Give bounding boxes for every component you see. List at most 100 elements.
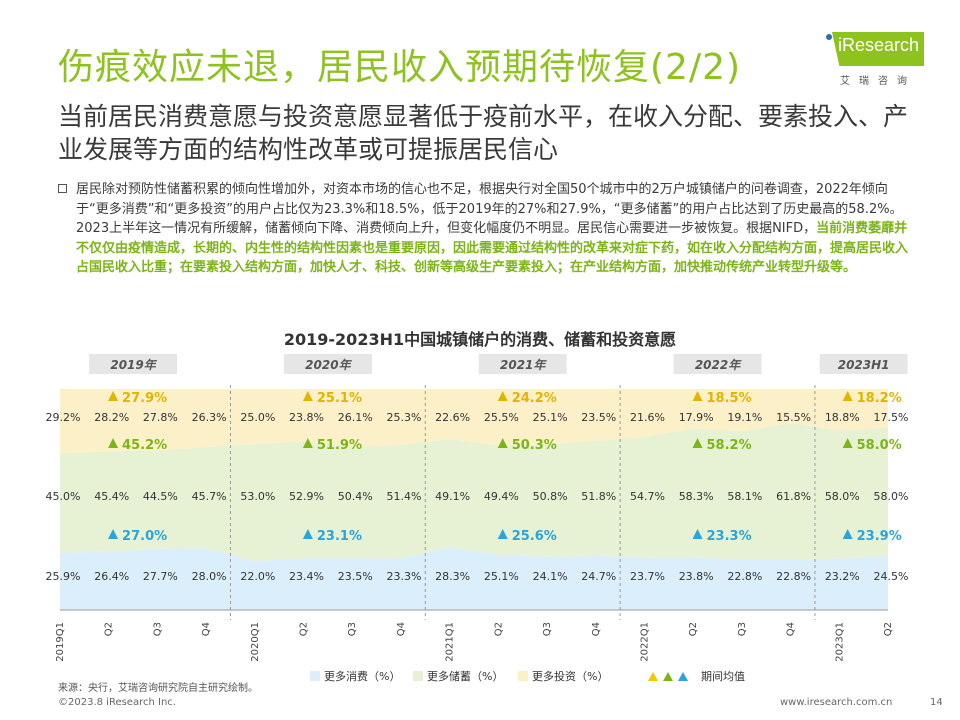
data-label-consume: 22.0% [240, 570, 275, 583]
x-tick-label: Q2 [104, 622, 115, 636]
year-header-label: 2023H1 [838, 358, 890, 372]
x-tick-label: 2020Q1 [250, 622, 261, 662]
x-tick-label: Q3 [737, 622, 748, 636]
data-label-save: 50.8% [533, 490, 568, 503]
mean-triangle-icon [108, 391, 119, 401]
logo-text: iResearch [838, 35, 920, 55]
year-header-box [478, 354, 567, 374]
data-label-save: 49.4% [484, 490, 519, 503]
logo-subtitle: 艾瑞咨询 [840, 76, 916, 87]
mean-label-save: 45.2% [122, 438, 167, 453]
mean-triangle-icon [692, 529, 703, 539]
data-label-consume: 24.7% [581, 570, 616, 583]
data-label-consume: 23.8% [679, 570, 714, 583]
data-label-save: 58.0% [825, 490, 860, 503]
mean-label-invest: 18.5% [707, 391, 752, 406]
data-label-consume: 22.8% [727, 570, 762, 583]
legend-mean: 期间均值 [648, 668, 745, 684]
legend-invest: 更多投资（%） [518, 668, 608, 684]
x-tick-label: Q2 [688, 622, 699, 636]
data-label-save: 45.4% [94, 490, 129, 503]
mean-label-invest: 18.2% [857, 391, 902, 406]
mean-triangle-icon [302, 529, 313, 539]
data-label-consume: 24.5% [874, 570, 909, 583]
data-label-invest: 15.5% [776, 411, 811, 424]
mean-triangle-icon [302, 438, 313, 448]
data-label-consume: 23.5% [338, 570, 373, 583]
data-label-invest: 26.1% [338, 411, 373, 424]
data-label-save: 58.3% [679, 490, 714, 503]
website-link[interactable]: www.iresearch.com.cn [780, 697, 893, 708]
x-tick-label: Q4 [786, 622, 797, 636]
year-header-box [89, 354, 178, 374]
mean-triangle-icon [108, 529, 119, 539]
data-label-invest: 25.0% [240, 411, 275, 424]
data-label-invest: 17.5% [874, 411, 909, 424]
page-title: 伤痕效应未退，居民收入预期待恢复(2/2) [58, 47, 742, 88]
data-label-invest: 28.2% [94, 411, 129, 424]
data-label-save: 53.0% [240, 490, 275, 503]
data-label-consume: 28.0% [192, 570, 227, 583]
mean-label-consume: 23.1% [317, 529, 362, 544]
data-label-invest: 19.1% [727, 411, 762, 424]
data-label-save: 49.1% [435, 490, 470, 503]
year-header-box [673, 354, 762, 374]
data-label-invest: 27.8% [143, 411, 178, 424]
data-label-save: 54.7% [630, 490, 665, 503]
x-tick-label: Q3 [152, 622, 163, 636]
mean-label-invest: 24.2% [512, 391, 557, 406]
legend-invest-label: 更多投资（%） [532, 670, 609, 683]
data-label-consume: 25.1% [484, 570, 519, 583]
area-save [60, 423, 888, 562]
source-note: 来源：央行，艾瑞咨询研究院自主研究绘制。 [58, 683, 258, 694]
legend-save-label: 更多储蓄（%） [427, 670, 504, 683]
year-header-box [283, 354, 372, 374]
x-tick-label: 2023Q1 [834, 622, 845, 662]
year-header-label: 2021年 [500, 358, 547, 372]
triangle-green-icon [663, 671, 673, 681]
area-consume [60, 547, 888, 610]
legend-mean-label: 期间均值 [701, 670, 745, 683]
data-label-save: 50.4% [338, 490, 373, 503]
x-tick-label: 2021Q1 [445, 622, 456, 662]
para-highlight-text: 当前消费萎靡并不仅仅由疫情造成，长期的、内生性的结构性因素也是重要原因，因此需要… [76, 221, 909, 276]
mean-triangle-icon [302, 391, 313, 401]
data-label-save: 45.0% [46, 490, 81, 503]
data-label-consume: 25.9% [46, 570, 81, 583]
mean-triangle-icon [497, 391, 508, 401]
mean-label-invest: 27.9% [122, 391, 167, 406]
data-label-invest: 18.8% [825, 411, 860, 424]
x-tick-label: Q3 [542, 622, 553, 636]
data-label-consume: 26.4% [94, 570, 129, 583]
data-label-invest: 17.9% [679, 411, 714, 424]
data-label-save: 51.8% [581, 490, 616, 503]
data-label-save: 45.7% [192, 490, 227, 503]
x-tick-label: Q2 [883, 622, 894, 636]
x-tick-label: 2019Q1 [55, 622, 66, 662]
data-label-invest: 22.6% [435, 411, 470, 424]
data-label-save: 58.1% [727, 490, 762, 503]
data-label-save: 61.8% [776, 490, 811, 503]
mean-label-save: 58.0% [857, 438, 902, 453]
triangle-blue-icon [678, 671, 688, 681]
mean-triangle-icon [497, 529, 508, 539]
legend-save: 更多储蓄（%） [413, 668, 503, 684]
body-paragraph: 居民除对预防性储蓄积累的倾向性增加外，对资本市场的信心也不足，根据央行对全国50… [58, 180, 918, 278]
area-invest [60, 389, 888, 454]
data-label-save: 51.4% [386, 490, 421, 503]
x-tick-label: Q2 [299, 622, 310, 636]
data-label-consume: 23.4% [289, 570, 324, 583]
data-label-consume: 28.3% [435, 570, 470, 583]
data-label-consume: 24.1% [533, 570, 568, 583]
mean-label-consume: 23.9% [857, 529, 902, 544]
mean-label-consume: 27.0% [122, 529, 167, 544]
mean-triangle-icon [108, 438, 119, 448]
year-header-box [819, 354, 908, 374]
year-header-label: 2020年 [305, 358, 352, 372]
data-label-save: 44.5% [143, 490, 178, 503]
mean-label-save: 51.9% [317, 438, 362, 453]
data-label-invest: 23.8% [289, 411, 324, 424]
data-label-consume: 23.2% [825, 570, 860, 583]
para-normal-text: 居民除对预防性储蓄积累的倾向性增加外，对资本市场的信心也不足，根据央行对全国50… [76, 182, 903, 237]
x-tick-label: Q4 [591, 622, 602, 636]
